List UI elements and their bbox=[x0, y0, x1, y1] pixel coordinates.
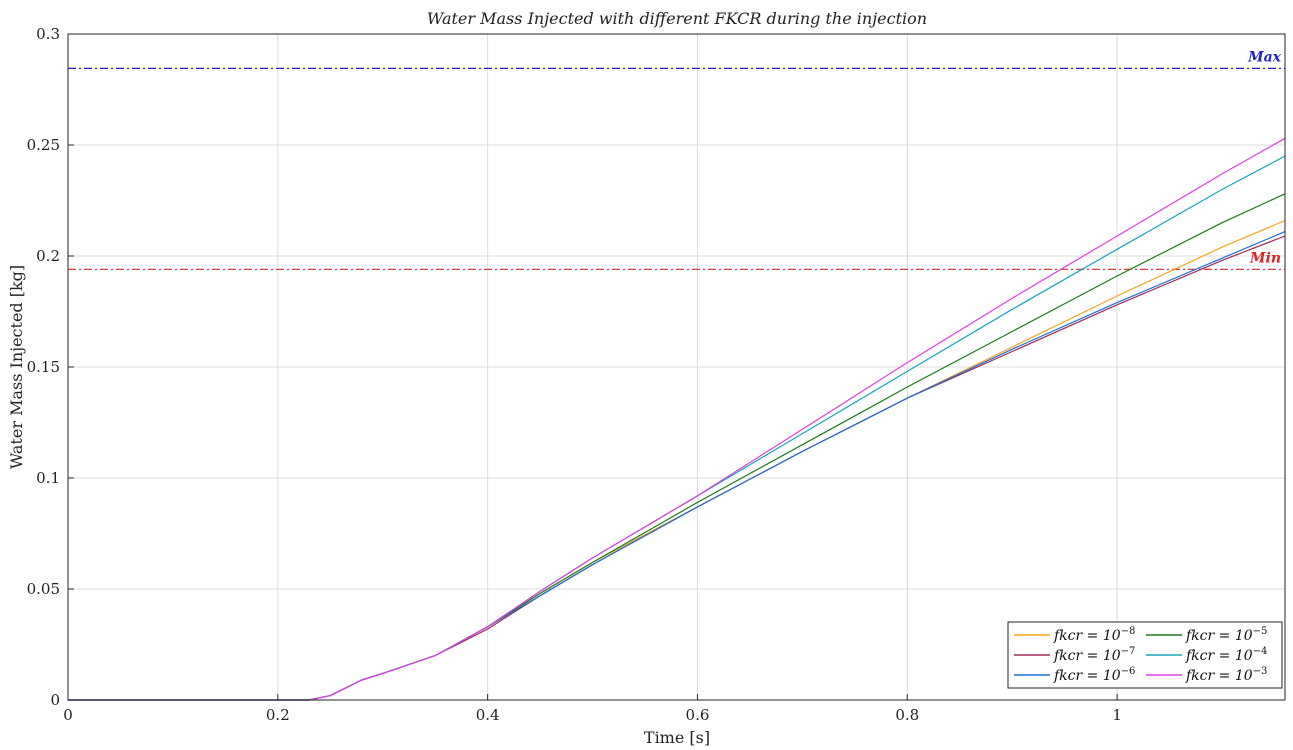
x-tick-label: 0 bbox=[63, 706, 73, 724]
x-tick-label: 1 bbox=[1112, 706, 1122, 724]
y-tick-label: 0.15 bbox=[27, 358, 60, 376]
y-tick-label: 0.2 bbox=[36, 247, 60, 265]
legend-entry-4: fkcr = 10−5 bbox=[1185, 626, 1267, 644]
y-tick-label: 0.25 bbox=[27, 136, 60, 154]
x-axis-label: Time [s] bbox=[644, 728, 710, 747]
x-tick-label: 0.4 bbox=[476, 706, 500, 724]
x-tick-label: 0.8 bbox=[895, 706, 919, 724]
reference-lines: Max Min bbox=[68, 49, 1285, 270]
y-axis-ticks: 0 0.05 0.1 0.15 0.2 0.25 0.3 bbox=[27, 25, 74, 709]
legend-entry-3: fkcr = 10−6 bbox=[1053, 666, 1135, 684]
legend-entry-1: fkcr = 10−8 bbox=[1053, 626, 1135, 644]
legend-entry-6: fkcr = 10−3 bbox=[1185, 666, 1267, 684]
y-axis-label: Water Mass Injected [kg] bbox=[7, 265, 26, 469]
y-tick-label: 0.05 bbox=[27, 580, 60, 598]
legend-entry-5: fkcr = 10−4 bbox=[1185, 646, 1267, 664]
legend-box bbox=[1007, 621, 1283, 689]
y-tick-label: 0.1 bbox=[36, 469, 60, 487]
reference-label-max: Max bbox=[1247, 49, 1282, 65]
x-axis-ticks: 0 0.2 0.4 0.6 0.8 1 bbox=[63, 694, 1122, 724]
grid-lines bbox=[67, 33, 1285, 701]
x-tick-label: 0.6 bbox=[686, 706, 710, 724]
reference-label-min: Min bbox=[1249, 250, 1281, 266]
series-line-5 bbox=[68, 155, 1286, 701]
y-tick-label: 0 bbox=[50, 691, 60, 709]
y-tick-label: 0.3 bbox=[36, 25, 60, 43]
chart-title: Water Mass Injected with different FKCR … bbox=[427, 9, 927, 28]
x-tick-label: 0.2 bbox=[266, 706, 290, 724]
series-lines bbox=[68, 137, 1286, 701]
series-line-6 bbox=[68, 137, 1286, 701]
legend: fkcr = 10−8 fkcr = 10−7 fkcr = 10−6 fkcr = … bbox=[1007, 621, 1283, 689]
legend-entry-2: fkcr = 10−7 bbox=[1053, 646, 1135, 664]
